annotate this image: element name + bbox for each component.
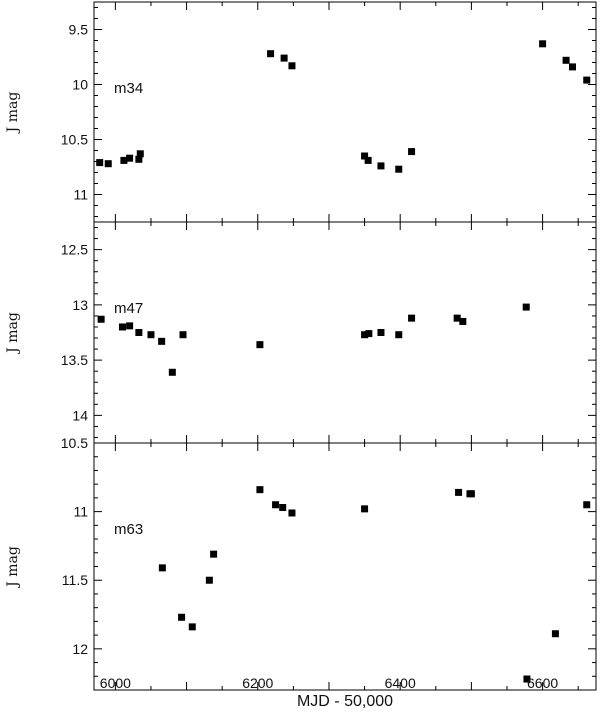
panel-m34-ytick-label: 10 (72, 77, 88, 93)
panel-m63-ytick-label: 12 (72, 641, 88, 657)
panel-m47-data-point (365, 330, 373, 338)
panel-m47: 12.5 13 13.5 14 m47 J mag (5, 221, 597, 444)
panel-m63: 10.5 11 11.5 12 m63 J mag (5, 435, 597, 691)
x-tick-label: 6200 (242, 675, 273, 691)
panel-m47-data-point (377, 329, 385, 336)
panel-m63-data-point (551, 630, 559, 638)
panel-m34-data-point (120, 156, 128, 164)
panel-m63-label: m63 (114, 521, 143, 538)
panel-m63-data-point (288, 509, 296, 517)
panel-m63-points (158, 486, 591, 683)
panel-m63-data-point (523, 675, 531, 683)
panel-m63-data-point (361, 505, 369, 513)
panel-m47-x-ticks (114, 222, 579, 443)
panel-m47-data-point (179, 331, 187, 339)
panel-m34-ytick-label: 10.5 (61, 132, 88, 148)
panel-m47-data-point (459, 317, 467, 325)
panel-m34-data-point (408, 148, 416, 156)
panel-m63-data-point (455, 488, 463, 496)
panel-m63-ytick-label: 11 (73, 504, 88, 520)
panel-m34-data-point (361, 152, 369, 160)
panel-m34-data-point (135, 155, 143, 163)
x-tick-label: 6000 (100, 675, 131, 691)
panel-m63-ytick-label: 11.5 (62, 572, 88, 588)
panel-m34-data-point (583, 76, 591, 84)
panel-m34-data-point (267, 50, 275, 58)
panel-m34-data-point (288, 62, 296, 70)
panel-m34-data-point (562, 56, 570, 64)
panel-m34-ylabel: J mag (5, 92, 21, 135)
panel-m47-data-point (147, 331, 155, 339)
panel-m34-data-point (96, 159, 104, 167)
panel-m47-label: m47 (114, 300, 143, 317)
x-tick-label: 6400 (385, 675, 416, 691)
panel-m47-data-point (168, 368, 176, 376)
panel-m34-y-ticks: 9.5 10 10.5 11 (61, 7, 596, 217)
panel-m34-data-point (569, 63, 577, 71)
panel-m47-ytick-label: 12.5 (61, 242, 88, 258)
panel-m47-y-ticks: 12.5 13 13.5 14 (61, 227, 596, 438)
panel-m34-data-point (104, 160, 112, 168)
panel-m34-ytick-label: 11 (73, 187, 88, 203)
panel-m63-data-point (210, 550, 218, 558)
panel-m47-points (97, 303, 530, 376)
panel-m34-data-point (136, 150, 144, 158)
panel-m34: 9.5 10 10.5 11 m34 J mag (5, 1, 597, 223)
panel-m47-data-point (408, 314, 416, 322)
x-axis-label: MJD - 50,000 (297, 693, 393, 710)
panel-m47-ytick-label: 13.5 (61, 352, 88, 368)
panel-m47-data-point (158, 337, 166, 345)
panel-m63-ylabel: J mag (5, 546, 21, 589)
panel-m63-y-ticks: 10.5 11 11.5 12 (61, 435, 596, 691)
panel-m63-data-point (205, 576, 213, 584)
panel-m47-data-point (118, 323, 126, 331)
panel-m63-data-point (158, 564, 166, 572)
panel-m63-data-point (178, 613, 186, 621)
panel-m34-data-point (364, 156, 372, 164)
panel-m47-frame (93, 221, 597, 444)
panel-m63-frame (93, 442, 597, 691)
panel-m34-data-point (539, 40, 547, 48)
panel-m63-ytick-label: 10.5 (61, 435, 88, 451)
panel-m63-data-point (279, 503, 287, 511)
panel-m34-data-point (377, 162, 385, 170)
x-tick-label: 6600 (527, 675, 558, 691)
panel-m34-label: m34 (114, 80, 143, 97)
panel-m47-data-point (97, 315, 105, 323)
panel-m47-data-point (135, 329, 143, 336)
panel-m63-data-point (467, 490, 475, 498)
panel-m63-data-point (256, 486, 264, 494)
panel-m34-data-point (395, 165, 403, 173)
panel-m47-data-point (453, 314, 461, 322)
panel-m34-frame (93, 1, 597, 223)
panel-m47-ytick-label: 13 (72, 297, 88, 313)
panel-m47-data-point (361, 331, 369, 339)
panel-m34-data-point (126, 154, 134, 162)
panel-m63-data-point (188, 623, 196, 631)
panel-m47-data-point (126, 322, 134, 330)
panel-m34-ytick-label: 9.5 (69, 22, 89, 38)
panel-m47-data-point (522, 303, 530, 311)
panel-m34-data-point (280, 54, 288, 62)
panel-m47-ylabel: J mag (5, 312, 21, 355)
panel-m63-data-point (583, 501, 591, 509)
panel-m47-ytick-label: 14 (72, 407, 88, 423)
panel-m34-points (96, 40, 591, 173)
panel-m47-data-point (256, 341, 264, 349)
x-axis-tick-labels: 6000 6200 6400 6600 (100, 675, 559, 691)
panel-m47-data-point (395, 331, 403, 339)
panel-m63-x-ticks (114, 443, 579, 690)
panel-m34-x-ticks (114, 2, 579, 222)
panel-m63-data-point (272, 501, 280, 509)
